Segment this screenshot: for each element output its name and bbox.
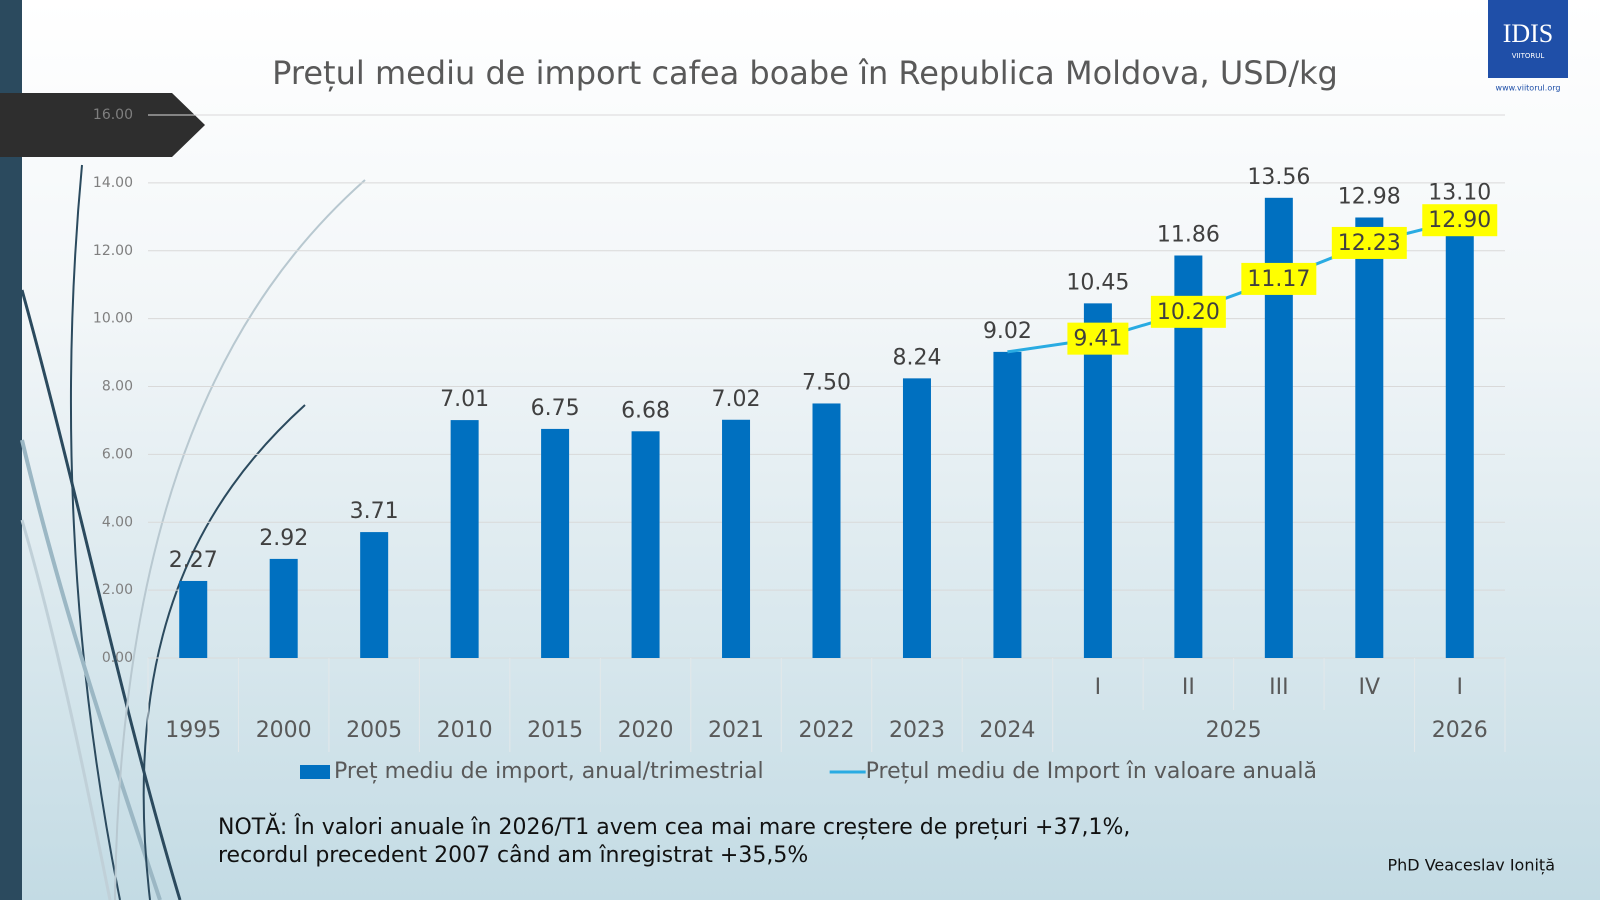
x-group-label: 2024 xyxy=(979,718,1035,743)
line-label: 12.90 xyxy=(1422,204,1498,237)
bar-label: 13.56 xyxy=(1247,165,1310,190)
bar-label: 13.10 xyxy=(1428,180,1491,205)
x-group-label: 1995 xyxy=(165,718,221,743)
bar xyxy=(269,558,298,658)
bar-label: 7.01 xyxy=(440,387,489,412)
line-label-text: 10.20 xyxy=(1157,300,1220,325)
note: NOTĂ: În valori anuale în 2026/T1 avem c… xyxy=(218,813,1130,840)
line-label-box xyxy=(1331,226,1407,259)
x-group-label: 2020 xyxy=(618,718,674,743)
logo-url: www.viitorul.org xyxy=(1496,84,1561,93)
x-group-label: 2026 xyxy=(1432,718,1488,743)
y-tick-label: 14.00 xyxy=(93,175,133,191)
logo: IDIS VIITORUL www.viitorul.org xyxy=(1488,0,1568,93)
line-label-text: 9.41 xyxy=(1073,327,1122,352)
x-tick-label: III xyxy=(1269,675,1288,700)
bar xyxy=(360,532,389,658)
bar-label: 6.68 xyxy=(621,398,670,423)
y-tick-label: 8.00 xyxy=(102,379,133,395)
x-group-label: 2023 xyxy=(889,718,945,743)
bar-label: 9.02 xyxy=(983,319,1032,344)
bar-label: 2.27 xyxy=(169,548,218,573)
line-label-box xyxy=(1067,322,1129,355)
bar-label: 2.92 xyxy=(259,526,308,551)
x-group-label: 2021 xyxy=(708,718,764,743)
decor xyxy=(20,164,366,900)
bar-label: 3.71 xyxy=(350,499,399,524)
line-label-box xyxy=(1241,262,1317,295)
x-tick-label: IV xyxy=(1359,675,1381,700)
logo-box xyxy=(1488,0,1568,78)
bar-label: 7.50 xyxy=(802,370,851,395)
bar xyxy=(179,580,208,658)
x-tick-label: I xyxy=(1095,675,1102,700)
banner xyxy=(0,93,205,157)
y-tick-label: 4.00 xyxy=(102,514,133,530)
source: PhD Veaceslav Ioniță xyxy=(1388,856,1556,875)
line-label-box xyxy=(1422,204,1498,237)
bar-label: 8.24 xyxy=(892,345,941,370)
bar xyxy=(812,403,841,658)
line-label-box xyxy=(1150,295,1226,328)
note: recordul precedent 2007 când am înregist… xyxy=(218,843,808,868)
y-tick-label: 0.00 xyxy=(102,650,133,666)
bar-label: 7.02 xyxy=(712,387,761,412)
side-strip xyxy=(0,0,22,900)
line-label-text: 12.23 xyxy=(1338,231,1401,256)
x-group-label: 2000 xyxy=(256,718,312,743)
bar xyxy=(993,351,1022,658)
logo-text: IDIS xyxy=(1503,19,1554,48)
bar xyxy=(1445,213,1474,658)
bar-label: 12.98 xyxy=(1338,184,1401,209)
y-tick-label: 12.00 xyxy=(93,243,133,259)
bar xyxy=(450,420,479,658)
line-label: 11.17 xyxy=(1241,262,1317,295)
legend-swatch xyxy=(300,765,330,779)
x-group-label: 2025 xyxy=(1206,718,1262,743)
legend-label: Preț mediu de import, anual/trimestrial xyxy=(334,759,764,784)
x-tick-label: I xyxy=(1457,675,1464,700)
y-tick-label: 2.00 xyxy=(102,582,133,598)
bar-label: 6.75 xyxy=(531,396,580,421)
line-label: 10.20 xyxy=(1150,295,1226,328)
x-group-label: 2022 xyxy=(799,718,855,743)
bar xyxy=(1355,217,1384,658)
y-tick-label: 10.00 xyxy=(93,311,133,327)
legend-label: Prețul mediu de Import în valoare anuală xyxy=(866,759,1317,784)
x-tick-label: II xyxy=(1182,675,1195,700)
bar-label: 11.86 xyxy=(1157,223,1220,248)
y-tick-label: 16.00 xyxy=(93,107,133,123)
line-label: 12.23 xyxy=(1331,226,1407,259)
x-group-label: 2015 xyxy=(527,718,583,743)
bar xyxy=(722,419,751,658)
y-tick-label: 6.00 xyxy=(102,446,133,462)
bar xyxy=(631,431,660,658)
bar-label: 10.45 xyxy=(1066,270,1129,295)
chart-title: Prețul mediu de import cafea boabe în Re… xyxy=(272,54,1338,92)
bar xyxy=(1083,303,1112,658)
logo-subtext: VIITORUL xyxy=(1512,52,1545,60)
line-label-text: 11.17 xyxy=(1247,267,1310,292)
bar xyxy=(902,378,931,658)
x-group-label: 2010 xyxy=(437,718,493,743)
x-group-label: 2005 xyxy=(346,718,402,743)
line-label-text: 12.90 xyxy=(1428,208,1491,233)
bar xyxy=(541,428,570,658)
line-label: 9.41 xyxy=(1067,322,1129,355)
